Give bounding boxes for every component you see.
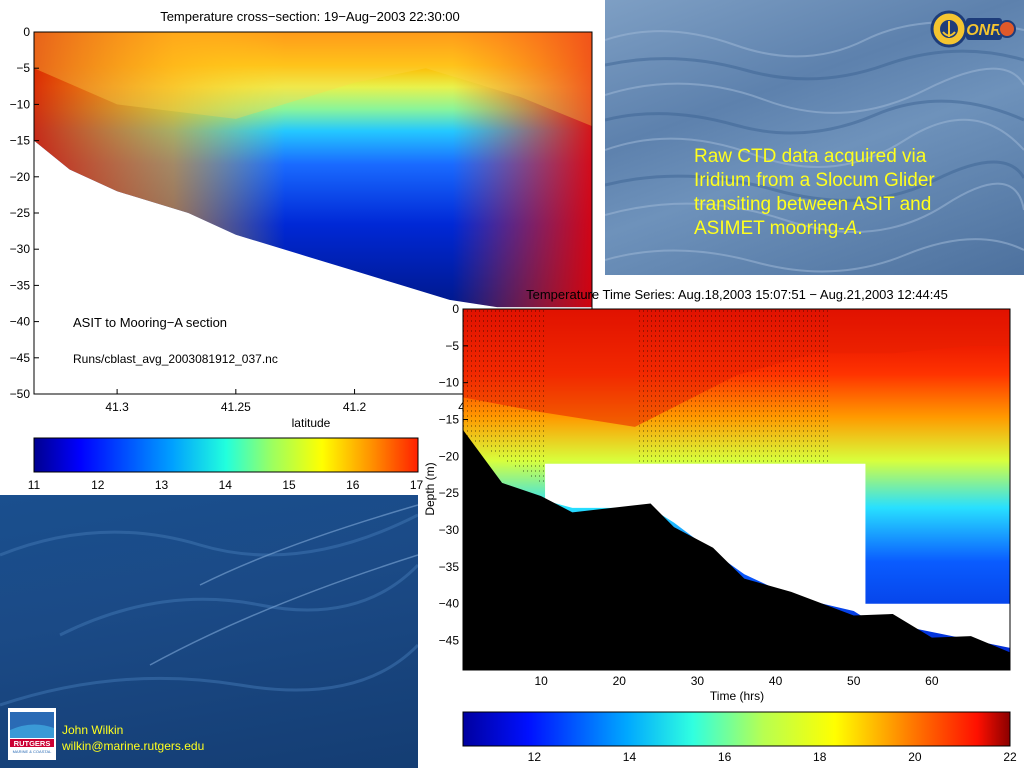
y-tick-label: −15	[439, 413, 460, 427]
y-tick-label: −5	[16, 61, 30, 75]
colorbar-tick-label: 11	[28, 478, 41, 492]
onr-logo-text: ONR	[966, 22, 1002, 39]
y-tick-label: 0	[23, 25, 30, 39]
y-tick-label: −25	[439, 486, 460, 500]
y-tick-label: −30	[10, 242, 31, 256]
ocean-photo-bottom	[0, 495, 418, 768]
cross-section-chart: Temperature cross−section: 19−Aug−2003 2…	[10, 9, 596, 492]
y-tick-label: −45	[10, 351, 31, 365]
colorbar	[462, 711, 1011, 747]
x-tick-label: 41.3	[105, 400, 129, 414]
author-credit: John Wilkin wilkin@marine.rutgers.edu	[62, 722, 204, 754]
caption-line-2: Iridium from a Slocum Glider	[694, 170, 935, 191]
y-tick-label: −35	[439, 560, 460, 574]
plot-area	[34, 32, 592, 394]
colorbar	[33, 437, 419, 473]
caption-line-3: transiting between ASIT and	[694, 194, 932, 215]
y-tick-label: −5	[445, 339, 459, 353]
x-tick-label: 60	[925, 674, 939, 688]
x-tick-label: 41.25	[221, 400, 251, 414]
x-tick-label: 50	[847, 674, 861, 688]
y-tick-label: −30	[439, 523, 460, 537]
onr-logo: ONR	[928, 8, 1016, 50]
colorbar-tick-label: 20	[908, 750, 922, 764]
x-tick-label: 40	[769, 674, 783, 688]
sample-tracks	[463, 309, 831, 486]
x-tick-label: 41.2	[343, 400, 367, 414]
caption-line-4-prefix: ASIMET mooring-	[694, 218, 845, 239]
x-tick-label: 30	[691, 674, 705, 688]
thermocline-band	[34, 32, 592, 127]
caption-line-4: ASIMET mooring-A.	[694, 217, 994, 241]
y-tick-label: −10	[10, 97, 31, 111]
bathymetry	[463, 429, 1010, 670]
chart-title: Temperature Time Series: Aug.18,2003 15:…	[526, 287, 948, 302]
warm-surface-right	[34, 32, 592, 308]
caption-line-1: Raw CTD data acquired via	[694, 146, 927, 167]
y-tick-label: −50	[10, 387, 31, 401]
y-axis: 0 −5 −10 −15 −20 −25 −30 −35 −40 −45 −50	[10, 25, 39, 401]
colorbar-tick-label: 18	[813, 750, 827, 764]
y-tick-label: −15	[10, 134, 31, 148]
y-axis-label: Depth (m)	[423, 462, 437, 515]
data-gap	[545, 463, 1010, 648]
x-tick-label: 10	[534, 674, 548, 688]
rutgers-logo: RUTGERS MARINE & COASTAL	[8, 708, 56, 760]
y-tick-label: −20	[439, 449, 460, 463]
y-tick-label: −35	[10, 278, 31, 292]
y-tick-label: −10	[439, 376, 460, 390]
caption-line-4-suffix: .	[857, 218, 863, 239]
annotation-section: ASIT to Mooring−A section	[73, 315, 227, 330]
colorbar-tick-label: 16	[718, 750, 732, 764]
ocean-ripples-bottom	[0, 504, 418, 707]
x-axis: 10 20 30 40 50 60	[534, 665, 939, 688]
y-tick-label: −45	[439, 634, 460, 648]
colorbar-tick-label: 17	[410, 478, 424, 492]
annotation-file: Runs/cblast_avg_2003081912_037.nc	[73, 352, 278, 366]
rutgers-logo-text: RUTGERS	[14, 739, 51, 748]
ocean-ripples-top	[605, 21, 1024, 273]
time-series-chart: Temperature Time Series: Aug.18,2003 15:…	[423, 287, 1017, 764]
x-tick-label: 20	[613, 674, 627, 688]
axes-frame	[462, 308, 1011, 671]
caption-text: Raw CTD data acquired via Iridium from a…	[694, 145, 994, 241]
colorbar-tick-label: 16	[346, 478, 360, 492]
x-axis-label: latitude	[292, 416, 331, 430]
author-name: John Wilkin	[62, 723, 124, 737]
y-tick-label: −25	[10, 206, 31, 220]
y-tick-label: 0	[452, 302, 459, 316]
y-tick-label: −20	[10, 170, 31, 184]
colorbar-tick-label: 14	[219, 478, 233, 492]
colorbar-tick-label: 22	[1003, 750, 1017, 764]
rutgers-logo-subtext: MARINE & COASTAL	[13, 749, 53, 754]
y-tick-label: −40	[439, 597, 460, 611]
colorbar-tick-label: 12	[528, 750, 542, 764]
y-axis: 0 −5 −10 −15 −20 −25 −30 −35 −40 −45	[439, 302, 468, 648]
chart-title: Temperature cross−section: 19−Aug−2003 2…	[160, 9, 460, 24]
plot-area	[463, 309, 1010, 670]
colorbar-tick-label: 12	[91, 478, 105, 492]
colorbar-tick-label: 13	[155, 478, 169, 492]
y-tick-label: −40	[10, 315, 31, 329]
colorbar-ticks: 11 12 13 14 15 16 17	[28, 478, 424, 492]
colorbar-ticks: 12 14 16 18 20 22	[528, 750, 1017, 764]
author-email: wilkin@marine.rutgers.edu	[62, 739, 205, 753]
colorbar-tick-label: 14	[623, 750, 637, 764]
caption-line-4-italic: A	[844, 218, 858, 239]
x-axis-label: Time (hrs)	[710, 689, 764, 703]
colorbar-tick-label: 15	[282, 478, 296, 492]
